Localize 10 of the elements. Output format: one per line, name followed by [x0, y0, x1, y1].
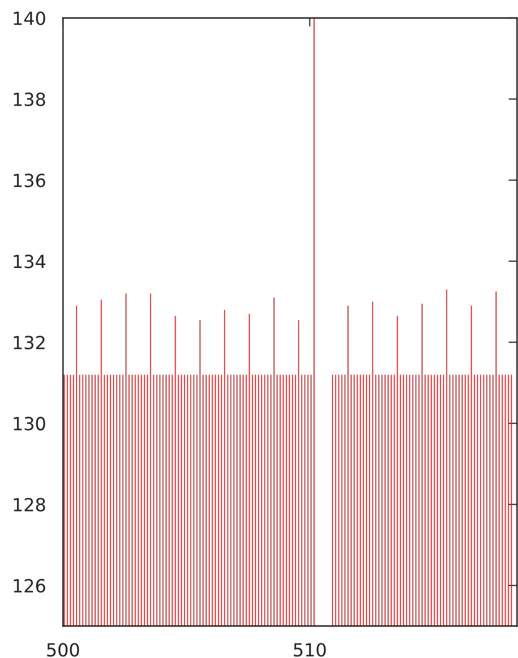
y-tick-label: 126 [14, 578, 46, 593]
y-tick-label: 128 [14, 498, 46, 512]
y-tick-label: 132 [14, 336, 45, 350]
x-tick-label: 510 [294, 642, 326, 657]
y-tick-label: 138 [14, 92, 46, 106]
y-tick-label: 136 [14, 174, 46, 188]
y-tick-label: 130 [14, 416, 46, 430]
y-tick-label: 134 [14, 254, 46, 268]
x-tick-label: 500 [47, 642, 80, 657]
y-tick-label: 140 [14, 11, 46, 26]
